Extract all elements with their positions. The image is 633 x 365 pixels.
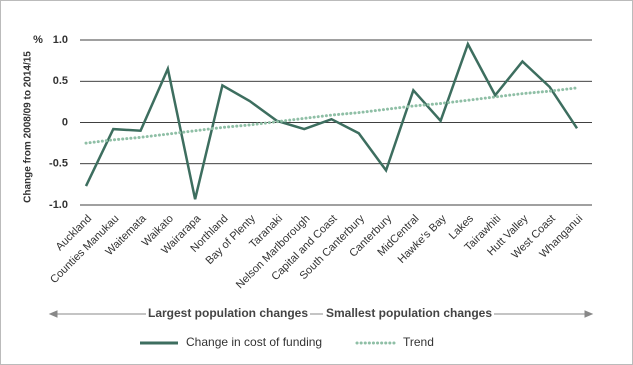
arrows — [48, 310, 594, 318]
series-line — [84, 86, 579, 145]
y-tick-label: 0 — [62, 116, 68, 128]
annotation: Largest population changes — [148, 306, 308, 320]
y-tick-label: 0.5 — [53, 75, 68, 87]
legend-label: Change in cost of funding — [186, 335, 322, 349]
legend-label: Trend — [403, 335, 434, 349]
series-line — [84, 41, 579, 200]
y-axis-label: Change from 2008/09 to 2014/15 — [23, 51, 34, 203]
y-unit: % — [33, 34, 43, 46]
annotation: Smallest population changes — [326, 306, 492, 320]
y-tick-label: 1.0 — [53, 34, 68, 46]
y-tick-label: -0.5 — [49, 158, 68, 170]
y-tick-label: -1.0 — [49, 199, 68, 211]
